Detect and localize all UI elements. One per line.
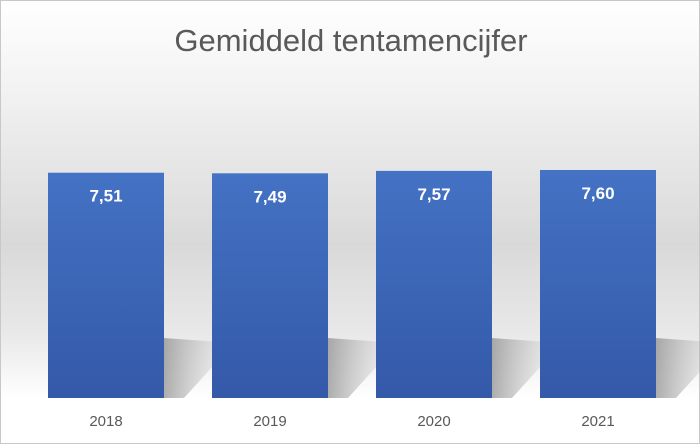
x-tick-label: 2019 [253,413,286,430]
data-label: 7,60 [581,184,614,203]
data-label: 7,57 [417,185,450,204]
bar-2019 [212,173,328,398]
x-tick-label: 2020 [417,413,450,430]
chart-title: Gemiddeld tentamencijfer [174,23,528,58]
x-tick-label: 2021 [581,413,614,430]
data-label: 7,51 [89,187,122,206]
bar-2020 [376,170,492,398]
bar-2018 [48,172,164,398]
data-label: 7,49 [253,187,286,206]
bar-2021 [540,170,656,398]
bar-shadow [656,338,700,398]
x-tick-label: 2018 [89,413,122,430]
